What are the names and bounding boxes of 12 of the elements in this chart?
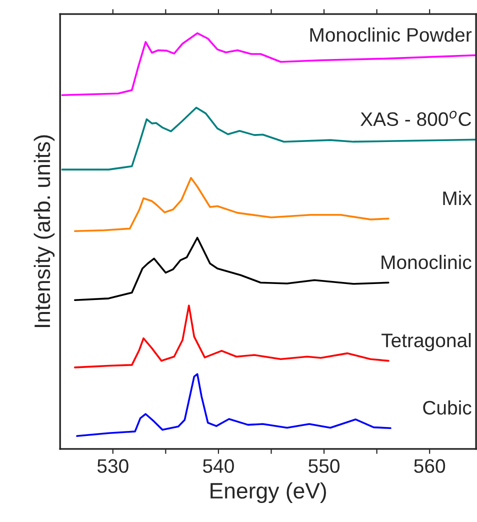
series-label: Monoclinic Powder (310, 27, 472, 42)
y-axis-title: Intensity (arb. units) (34, 135, 55, 328)
series-label: XAS - 800$^{o}$C (360, 110, 472, 126)
series-label: Monoclinic (382, 254, 472, 270)
series-label: Tetragonal (382, 333, 471, 352)
x-tick-label: 530 (97, 459, 128, 473)
series-label: Cubic (423, 400, 472, 415)
text: Mix (443, 190, 472, 205)
x-tick-label: 560 (414, 459, 446, 473)
x-tick-label: 550 (308, 459, 340, 473)
x-axis-title: Energy (eV) (210, 482, 326, 504)
x-tick-label: 540 (203, 459, 234, 473)
